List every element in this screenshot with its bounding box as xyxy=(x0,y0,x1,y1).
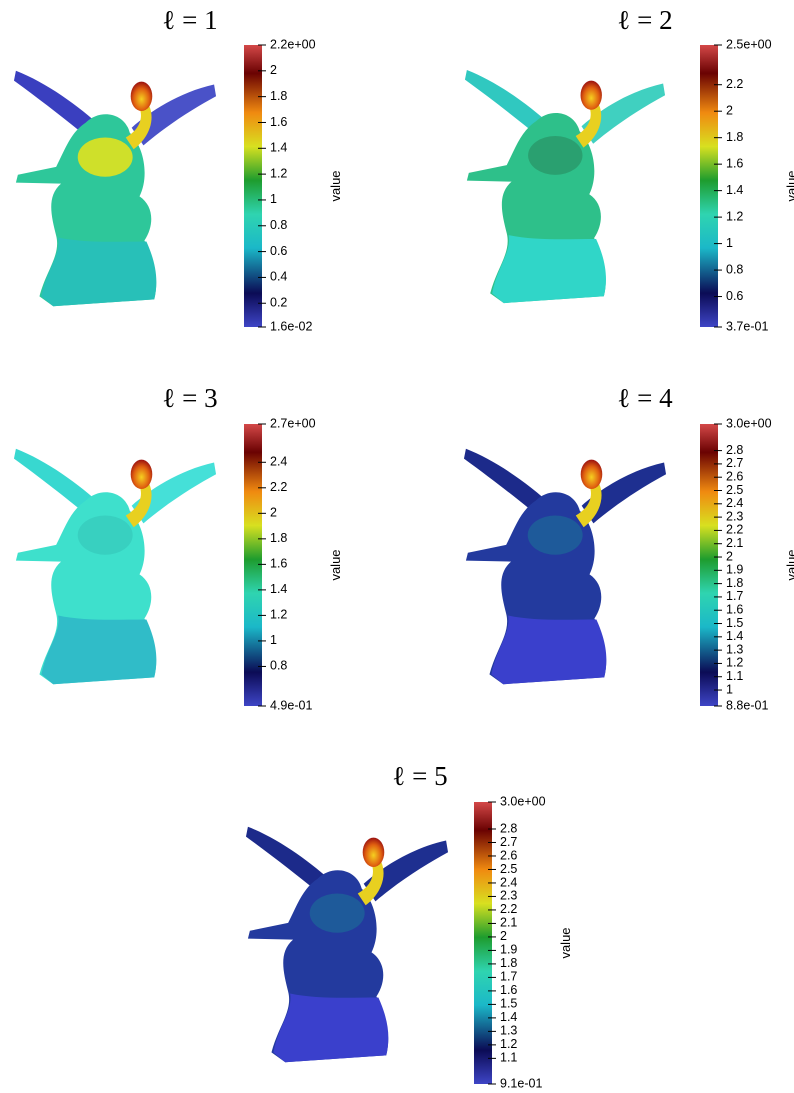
tick-label: 2 xyxy=(726,549,733,563)
tick-label: 1.2 xyxy=(500,1037,517,1051)
tick-label: 1.2 xyxy=(726,656,743,670)
tick-label: 1.2 xyxy=(270,608,287,622)
tick-label: 0.6 xyxy=(270,244,287,258)
tick-label: 4.9e-01 xyxy=(270,698,312,712)
tick-label: 3.7e-01 xyxy=(726,319,768,333)
tick-label: 1.6 xyxy=(726,603,743,617)
tick-label: 1.4 xyxy=(270,141,287,155)
tick-label: 1.2 xyxy=(270,166,287,180)
tick-label: 2.5 xyxy=(726,483,743,497)
statue-1 xyxy=(14,71,216,306)
tick-label: 1.6 xyxy=(726,156,743,170)
tick-label: 1.7 xyxy=(726,589,743,603)
panel-title: ℓ = 2 xyxy=(617,5,672,35)
statue-4 xyxy=(464,449,666,684)
tick-label: 3.0e+00 xyxy=(500,794,546,808)
panel-title: ℓ = 5 xyxy=(392,761,447,791)
tick-label: 2.5 xyxy=(500,862,517,876)
tick-label: 2.6 xyxy=(500,848,517,862)
tick-label: 1.3 xyxy=(500,1024,517,1038)
tick-label: 2.7 xyxy=(500,835,517,849)
tick-label: 2.8 xyxy=(500,821,517,835)
colorbar-label: value xyxy=(784,170,794,201)
tick-label: 1.8 xyxy=(270,531,287,545)
tick-label: 1 xyxy=(270,192,277,206)
tick-label: 2.1 xyxy=(500,916,517,930)
tick-label: 2.3 xyxy=(500,889,517,903)
tick-label: 1.6 xyxy=(270,115,287,129)
tick-label: 1.5 xyxy=(500,997,517,1011)
tick-label: 2 xyxy=(270,506,277,520)
tick-label: 2.7 xyxy=(726,456,743,470)
statue-5 xyxy=(246,827,448,1062)
tick-label: 0.8 xyxy=(270,659,287,673)
tick-label: 1 xyxy=(726,236,733,250)
tick-label: 2.4 xyxy=(726,496,743,510)
tick-label: 1.6 xyxy=(270,557,287,571)
tick-label: 1.4 xyxy=(726,183,743,197)
tick-label: 8.8e-01 xyxy=(726,698,768,712)
tick-label: 2.2 xyxy=(500,902,517,916)
tick-label: 1.9 xyxy=(726,563,743,577)
tick-label: 2.2 xyxy=(726,523,743,537)
colorbar-label: value xyxy=(558,927,573,958)
tick-label: 0.8 xyxy=(726,262,743,276)
tick-label: 1.4 xyxy=(500,1010,517,1024)
tick-label: 1.3 xyxy=(726,642,743,656)
tick-label: 0.4 xyxy=(270,270,287,284)
tick-label: 1 xyxy=(726,682,733,696)
tick-label: 9.1e-01 xyxy=(500,1076,542,1090)
tick-label: 1.6e-02 xyxy=(270,319,312,333)
tick-label: 2 xyxy=(726,103,733,117)
tick-label: 1.9 xyxy=(500,943,517,957)
tick-label: 0.2 xyxy=(270,296,287,310)
tick-label: 0.8 xyxy=(270,218,287,232)
tick-label: 1.6 xyxy=(500,983,517,997)
panel-title: ℓ = 4 xyxy=(617,383,673,413)
tick-label: 1 xyxy=(270,633,277,647)
tick-label: 1.8 xyxy=(726,130,743,144)
tick-label: 2 xyxy=(500,929,507,943)
tick-label: 1.2 xyxy=(726,209,743,223)
panel-title: ℓ = 3 xyxy=(162,383,217,413)
colorbar-label: value xyxy=(328,170,343,201)
colorbar-label: value xyxy=(784,549,794,580)
tick-label: 1.4 xyxy=(270,582,287,596)
colorbar xyxy=(244,424,262,706)
tick-label: 2.2 xyxy=(270,480,287,494)
tick-label: 2.4 xyxy=(270,455,287,469)
tick-label: 2.7e+00 xyxy=(270,416,316,430)
statue-2 xyxy=(465,70,665,303)
tick-label: 1.8 xyxy=(500,956,517,970)
colorbar-label: value xyxy=(328,549,343,580)
tick-label: 1.7 xyxy=(500,970,517,984)
tick-label: 1.1 xyxy=(726,669,743,683)
tick-label: 2.5e+00 xyxy=(726,37,772,51)
tick-label: 1.5 xyxy=(726,616,743,630)
colorbar xyxy=(474,802,492,1084)
tick-label: 2.4 xyxy=(500,875,517,889)
tick-label: 2.2 xyxy=(726,77,743,91)
panel-title: ℓ = 1 xyxy=(162,5,217,35)
tick-label: 2.2e+00 xyxy=(270,37,316,51)
tick-label: 2.1 xyxy=(726,536,743,550)
tick-label: 1.4 xyxy=(726,629,743,643)
tick-label: 2 xyxy=(270,63,277,77)
tick-label: 1.1 xyxy=(500,1051,517,1065)
tick-label: 2.6 xyxy=(726,470,743,484)
statue-3 xyxy=(14,449,216,684)
tick-label: 1.8 xyxy=(726,576,743,590)
figure: ℓ = 1 2.2e+00 2 1.8 1.6 1.4 1.2 1 0.8 0.6 0.4 0.2 1.… xyxy=(0,0,794,1093)
tick-label: 0.6 xyxy=(726,289,743,303)
colorbar xyxy=(700,45,718,327)
colorbar xyxy=(244,45,262,327)
tick-label: 1.8 xyxy=(270,89,287,103)
tick-label: 2.8 xyxy=(726,443,743,457)
tick-label: 2.3 xyxy=(726,509,743,523)
tick-label: 3.0e+00 xyxy=(726,416,772,430)
